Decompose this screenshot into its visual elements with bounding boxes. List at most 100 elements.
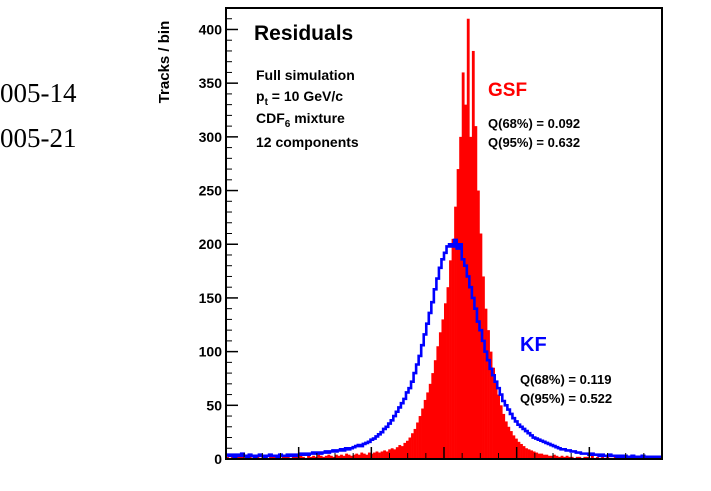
gsf-bar — [444, 303, 447, 459]
gsf-bar — [337, 455, 341, 459]
gsf-bar — [314, 456, 318, 459]
gsf-bar — [555, 455, 559, 459]
gsf-bar — [568, 456, 572, 459]
gsf-bar — [474, 126, 478, 460]
chart-title: Residuals — [254, 22, 353, 45]
gsf-bar — [471, 50, 475, 459]
gsf-bar — [570, 456, 574, 459]
y-tick-label: 100 — [199, 344, 223, 360]
gsf-bar — [398, 445, 402, 459]
gsf-bar — [497, 394, 501, 459]
gsf-bar — [489, 351, 493, 459]
gsf-bar — [367, 452, 371, 459]
gsf-q68: Q(68%) = 0.092 — [488, 116, 580, 131]
gsf-bar — [484, 308, 488, 459]
gsf-bar — [509, 431, 513, 459]
gsf-bar — [428, 383, 432, 459]
gsf-bar — [284, 456, 288, 459]
gsf-bar — [309, 456, 313, 459]
gsf-bar — [375, 451, 379, 459]
gsf-bar — [542, 454, 546, 459]
gsf-bar — [421, 408, 425, 459]
gsf-bar — [411, 433, 414, 459]
gsf-bar — [545, 454, 549, 459]
gsf-bar — [431, 373, 435, 459]
gsf-bar — [269, 455, 272, 459]
gsf-bar — [553, 454, 556, 459]
gsf-bar — [352, 454, 356, 459]
gsf-bar — [464, 104, 468, 459]
gsf-bar — [492, 367, 495, 459]
gsf-bar — [550, 455, 554, 459]
gsf-bar — [525, 448, 528, 459]
gsf-bar — [527, 449, 531, 459]
gsf-bar — [329, 455, 333, 459]
gsf-bar — [405, 440, 409, 459]
gsf-bar — [540, 453, 544, 459]
gsf-bar — [596, 456, 599, 459]
gsf-bar — [307, 455, 310, 459]
y-axis-label: Tracks / bin — [156, 21, 173, 104]
kf-q68: Q(68%) = 0.119 — [520, 372, 611, 387]
gsf-bar — [499, 405, 503, 459]
gsf-bar — [403, 442, 407, 459]
gsf-bar — [512, 435, 516, 459]
gsf-bar — [454, 206, 457, 459]
y-tick-label: 0 — [214, 451, 222, 467]
gsf-bar — [390, 448, 394, 459]
gsf-bar — [449, 260, 452, 459]
gsf-bar — [350, 455, 354, 459]
gsf-bar — [362, 453, 366, 459]
gsf-bar — [535, 452, 539, 459]
gsf-bar — [520, 443, 523, 459]
gsf-bar — [357, 454, 361, 459]
kf-legend-label: KF — [520, 334, 547, 356]
gsf-bar — [479, 233, 483, 459]
gsf-bar — [256, 455, 260, 459]
y-tick-label: 200 — [199, 236, 223, 252]
gsf-bar — [294, 456, 298, 459]
gsf-bar — [522, 446, 526, 459]
gsf-bar — [441, 319, 445, 459]
gsf-bar — [560, 455, 564, 459]
gsf-bar — [378, 452, 381, 459]
gsf-bar — [517, 441, 521, 459]
gsf-bar — [565, 455, 569, 459]
gsf-bar — [563, 456, 566, 459]
gsf-bar — [558, 456, 561, 459]
gsf-bar — [393, 449, 397, 459]
gsf-bar — [532, 451, 536, 459]
gsf-bar — [585, 456, 589, 459]
gsf-bar — [507, 426, 511, 459]
gsf-bar — [327, 454, 331, 459]
gsf-bar — [395, 447, 399, 459]
gsf-bar — [451, 238, 455, 459]
gsf-bar — [530, 450, 534, 459]
gsf-bar — [466, 18, 470, 460]
gsf-bar — [312, 455, 316, 459]
gsf-bar — [302, 456, 305, 459]
info-line-3: CDF6 mixture — [256, 110, 345, 130]
gsf-bar — [360, 452, 364, 459]
gsf-bar — [373, 452, 376, 459]
info-line-4: 12 components — [256, 134, 359, 150]
gsf-bar — [423, 399, 427, 459]
gsf-legend-label: GSF — [488, 80, 527, 101]
gsf-bar — [413, 428, 417, 459]
gsf-bar — [438, 332, 442, 459]
gsf-bar — [281, 455, 285, 459]
gsf-bar — [355, 453, 359, 459]
gsf-bar — [494, 381, 498, 459]
info-line-2: pt = 10 GeV/c — [256, 88, 343, 108]
side-text-line-1: 005-14 — [0, 78, 77, 108]
gsf-bar — [504, 421, 508, 459]
histogram-area — [226, 18, 663, 460]
y-axis: 0 50 100 150 200 250 300 350 400 — [199, 18, 238, 467]
gsf-bar — [271, 456, 275, 459]
gsf-bar — [385, 451, 389, 459]
y-tick-label: 50 — [206, 397, 222, 413]
gsf-bar — [433, 360, 437, 459]
y-tick-label: 400 — [199, 21, 223, 37]
info-line-1: Full simulation — [256, 67, 355, 83]
